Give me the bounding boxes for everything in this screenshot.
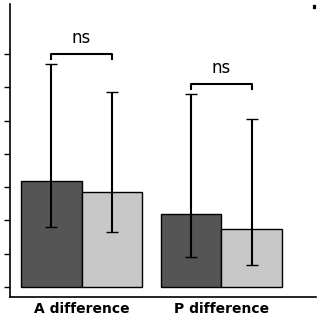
Bar <box>82 192 142 287</box>
Bar <box>21 180 82 287</box>
Text: ns: ns <box>212 60 231 77</box>
Bar <box>161 214 221 287</box>
Legend: , : , <box>314 5 315 8</box>
Text: ns: ns <box>72 29 91 47</box>
Bar <box>221 229 282 287</box>
